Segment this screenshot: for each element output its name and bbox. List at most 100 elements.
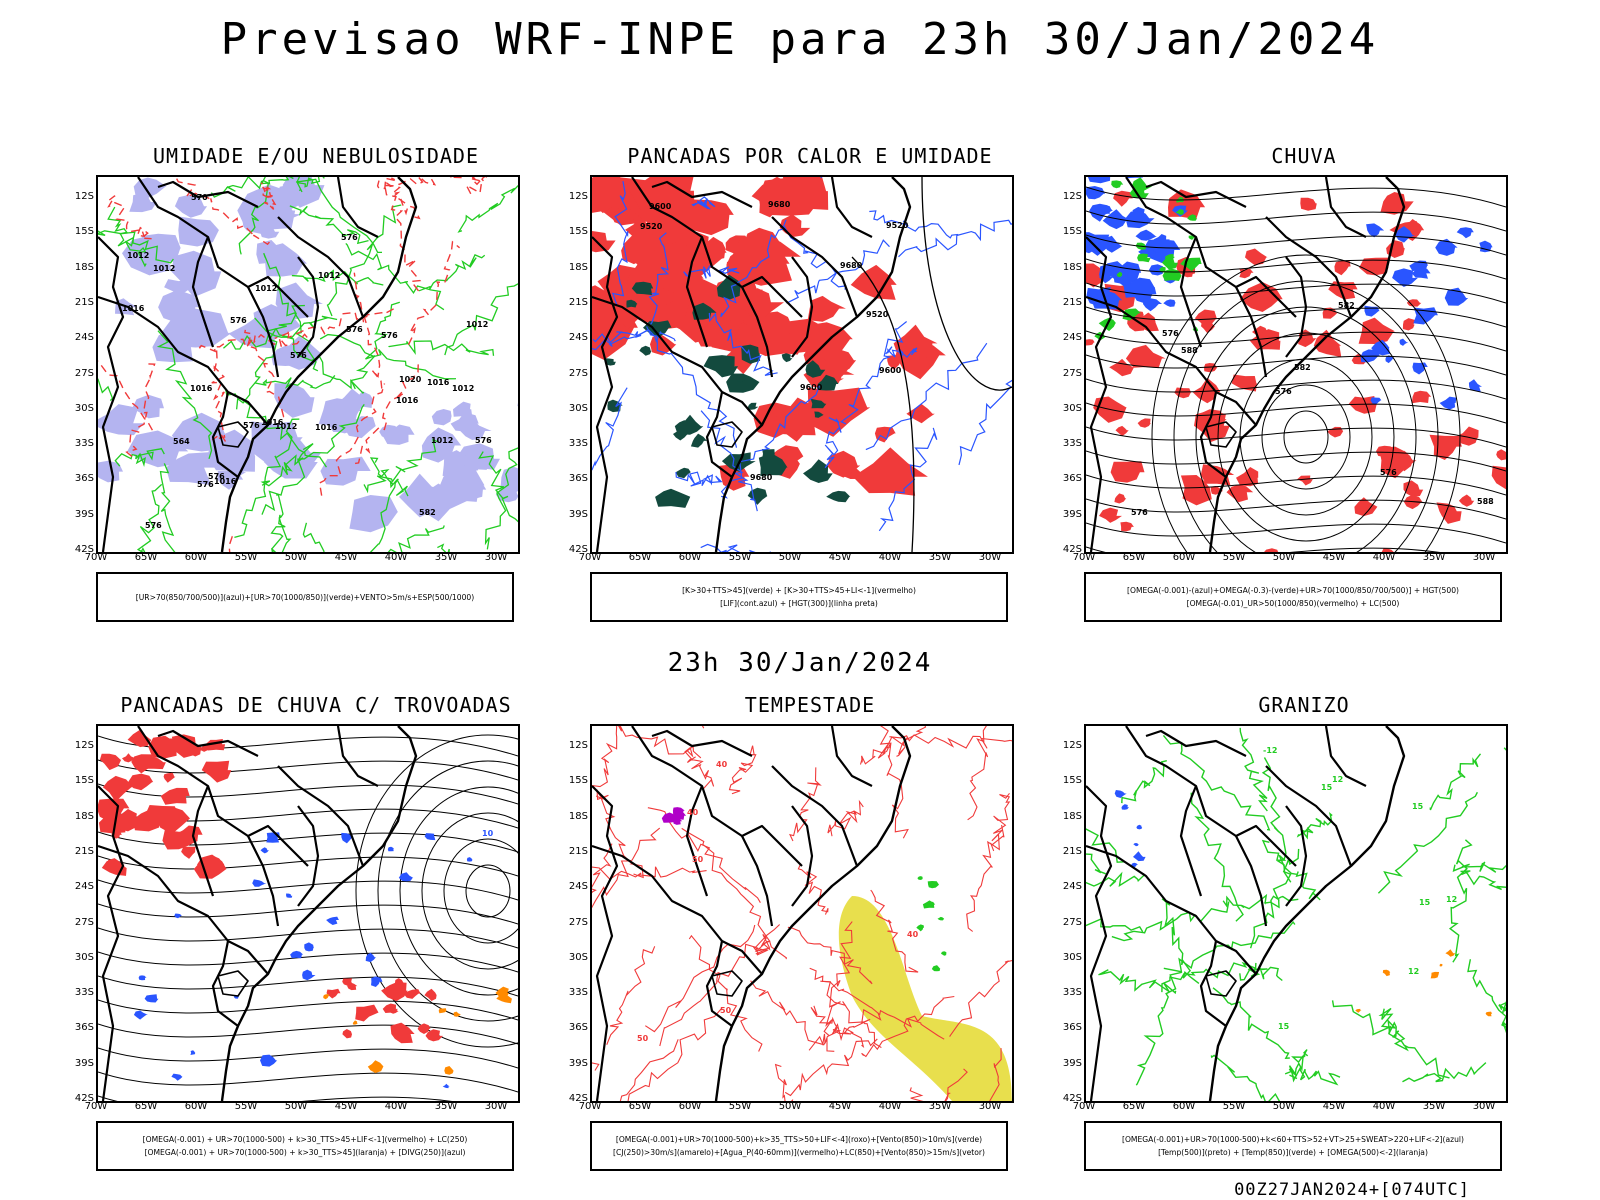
contour-line [254,317,365,394]
contour-line [276,494,292,552]
contour-line [840,321,908,425]
field-patch [605,358,616,366]
contour-line [274,308,394,340]
field-patch [719,464,750,491]
field-patch [906,404,935,424]
border-line [1235,286,1268,378]
lat-tick-label: 24S [1062,881,1082,893]
field-patch [98,460,123,483]
field-layer [98,729,232,879]
field-patch [1402,318,1415,331]
field-patch [1468,379,1482,393]
contour-labels: 9680 9680 9600 9680 9600 9520 9600 9520 9520 [640,200,909,482]
field-patch [164,279,192,294]
field-patch [1087,177,1111,184]
map-tempestade: 40 40 50 40 50 50 [590,724,1014,1103]
field-patch [1110,461,1145,483]
border-line [98,844,269,975]
streamline [98,903,518,925]
lat-tick-label: 18S [568,810,588,822]
contour-label: 1012 [452,384,474,393]
contour-line [945,1068,968,1101]
lon-tick-label: 45W [828,1101,852,1112]
lon-tick-label: 65W [1122,1101,1146,1112]
field-patch [1439,963,1443,967]
lat-tick-label: 24S [74,332,94,344]
streamline [98,759,518,781]
lat-tick-label: 12S [1062,740,1082,751]
lon-tick-label: 65W [628,1101,652,1112]
lat-tick-label: 39S [74,508,94,520]
field-patch [941,951,947,956]
field-patch [352,1020,358,1025]
lat-tick-label: 39S [74,1057,94,1069]
contour-line [989,792,1011,852]
field-patch [390,1022,415,1044]
contour-line [244,329,287,418]
contour-label: 1020 [399,375,422,384]
streamline [1086,522,1506,544]
latitude-axis: 12S 15S 18S 21S 24S 27S 30S 33S 36S 39S 42S [64,724,94,1104]
streamline [98,999,518,1021]
legend-line: [Temp(500)](preto) + [Temp(850)](verde) … [1158,1148,1428,1157]
field-layer [133,832,473,1089]
field-patch [190,1050,196,1055]
lon-tick-label: 35W [928,552,952,563]
contour-line [98,360,154,431]
legend-line: [UR>70(850/700/500)](azul)+[UR>70(1000/8… [135,592,475,602]
map-umidade: 1016 1012 1016 1012 1016 1016 1012 1012 1012 1012… [96,175,520,554]
field-patch [1355,1008,1362,1013]
legend-line: [OMEGA(-0.001)+UR>70(1000-500)+k>35_TTS>… [615,1135,983,1144]
lon-tick-label: 60W [184,552,208,563]
field-patch [99,753,122,771]
border-line [98,295,269,426]
lat-tick-label: 36S [568,473,588,485]
borders [98,726,418,1101]
lat-tick-label: 18S [1062,810,1082,822]
field-patch [431,409,452,426]
field-patch [639,345,652,356]
contour-line [592,1062,600,1071]
legend-box: [OMEGA(-0.001)+UR>70(1000-500)+k<60+TTS>… [1084,1121,1502,1171]
lon-tick-label: 50W [284,1101,308,1112]
field-patch [371,976,383,987]
border-line [98,785,125,1101]
field-patch [438,1008,447,1014]
contour-label: 9600 [800,383,823,392]
contour-line [418,254,486,292]
border-line [1199,940,1227,1027]
contour-label: 12 [1408,967,1419,976]
border-line [771,216,859,318]
field-patch [290,950,304,959]
field-patch [403,989,421,999]
streamline [98,783,518,805]
contour-line [136,483,163,552]
field-patch [1485,1011,1493,1017]
contour-line [350,301,400,390]
lon-tick-label: 70W [84,552,108,563]
contour-label: 1016 [190,384,213,393]
contour-label: 576 [230,316,247,325]
field-patch [592,177,630,214]
contour-labels: 1016101210161012101610161012101210121012… [122,193,492,530]
lon-tick-label: 30W [484,552,508,563]
field-layer [916,876,947,972]
field-patch [1187,214,1198,221]
streamline [98,951,518,973]
lat-tick-label: 39S [568,508,588,520]
lat-tick-label: 33S [1062,438,1082,450]
field-patch [116,809,140,832]
latitude-axis: 12S 15S 18S 21S 24S 27S 30S 33S 36S 39S 42S [558,175,588,555]
field-patch [381,982,408,1002]
field-patch [453,1011,462,1017]
field-patch [673,427,688,441]
field-patch [1436,502,1462,524]
contour-line [691,196,716,210]
contour-line [967,726,989,821]
lat-tick-label: 36S [568,1022,588,1034]
lon-tick-label: 40W [878,552,902,563]
field-layer [605,274,851,508]
contour-line [720,219,787,318]
field-patch [893,324,938,361]
